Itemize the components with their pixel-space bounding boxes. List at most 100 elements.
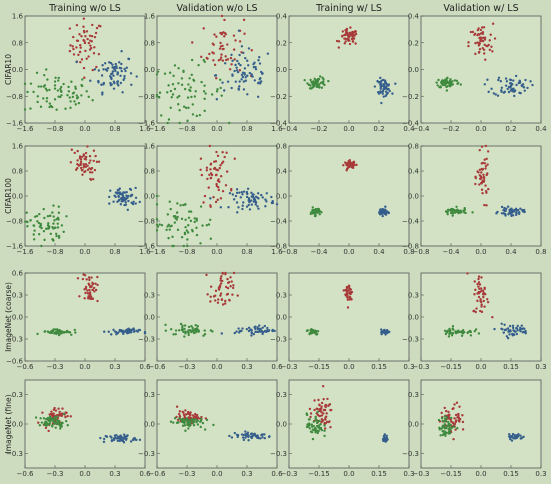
point-red [478, 148, 481, 152]
point-red [453, 403, 456, 406]
point-green [440, 416, 444, 420]
point-red [485, 173, 488, 177]
point-red [232, 271, 236, 275]
point-red [457, 412, 460, 416]
point-blue [240, 45, 244, 48]
point-red [87, 55, 90, 58]
point-red [86, 297, 90, 300]
point-green [60, 224, 64, 227]
point-blue [238, 53, 241, 57]
point-red [219, 294, 222, 297]
point-green [176, 96, 179, 99]
point-red [95, 65, 98, 69]
point-blue [388, 89, 391, 93]
point-green [60, 421, 64, 425]
point-green [477, 332, 481, 335]
point-green [189, 219, 193, 223]
point-red [454, 428, 457, 431]
x-tick-label: −0.3 [281, 470, 298, 478]
point-blue [379, 85, 382, 88]
point-red [87, 295, 90, 298]
point-blue [512, 79, 515, 82]
point-red [216, 301, 220, 304]
point-red [309, 415, 312, 419]
x-tick-label: 0.15 [503, 363, 519, 371]
point-green [199, 417, 203, 420]
point-red [85, 57, 88, 60]
y-tick-label: 0.3 [144, 292, 155, 300]
point-green [216, 88, 219, 91]
point-blue [122, 433, 126, 436]
point-red [455, 401, 459, 404]
point-red [242, 18, 246, 22]
point-red [94, 154, 97, 158]
point-blue [117, 61, 121, 64]
point-red [86, 289, 89, 292]
point-green [65, 329, 69, 333]
point-green [439, 86, 442, 89]
point-blue [502, 91, 506, 94]
point-red [318, 409, 321, 413]
point-blue [108, 195, 111, 199]
point-red [211, 51, 214, 54]
point-green [72, 91, 76, 94]
point-blue [247, 439, 250, 442]
point-red [351, 30, 354, 34]
point-green [314, 417, 317, 420]
y-tick-label: 0.0 [144, 314, 155, 322]
point-red [83, 288, 86, 291]
point-green [45, 227, 48, 230]
point-blue [122, 331, 125, 334]
point-green [55, 422, 59, 425]
point-blue [508, 78, 512, 81]
point-green [187, 325, 191, 329]
point-green [158, 96, 161, 99]
point-blue [507, 85, 511, 89]
point-red [200, 55, 203, 59]
point-green [463, 331, 466, 334]
point-green [444, 332, 448, 336]
point-blue [138, 200, 141, 204]
point-green [445, 210, 448, 214]
point-blue [259, 70, 263, 74]
point-green [171, 83, 175, 86]
point-red [348, 159, 351, 162]
point-red [219, 31, 222, 35]
point-blue [250, 199, 253, 202]
point-red [481, 192, 484, 195]
point-green [57, 234, 61, 238]
x-tick-label: −0.8 [47, 125, 64, 133]
point-green [184, 330, 187, 333]
point-red [474, 182, 477, 186]
y-tick-label: 0.0 [276, 421, 287, 429]
point-blue [227, 206, 230, 209]
point-blue [132, 200, 135, 203]
plot-area [156, 379, 278, 469]
point-red [61, 407, 64, 410]
y-tick-label: 0.3 [276, 391, 287, 399]
point-blue [241, 327, 244, 330]
point-red [458, 417, 462, 421]
x-tick-label: 0.3 [535, 363, 546, 371]
x-tick-label: −0.6 [149, 363, 167, 371]
point-red [224, 285, 228, 289]
y-tick-label: 0.4 [276, 168, 288, 176]
point-blue [129, 72, 133, 75]
point-red [54, 409, 58, 412]
point-green [45, 68, 48, 71]
point-blue [237, 62, 240, 65]
point-green [59, 89, 63, 93]
x-tick-label: 0.3 [535, 470, 546, 478]
point-red [482, 299, 485, 303]
point-red [347, 284, 351, 288]
y-tick-label: 1.6 [144, 143, 156, 151]
point-green [192, 424, 196, 427]
point-blue [119, 203, 123, 206]
point-blue [235, 69, 239, 72]
point-blue [235, 330, 238, 333]
point-green [441, 419, 444, 423]
point-red [482, 173, 485, 176]
point-red [479, 287, 483, 290]
point-green [167, 118, 171, 121]
point-blue [247, 329, 251, 333]
